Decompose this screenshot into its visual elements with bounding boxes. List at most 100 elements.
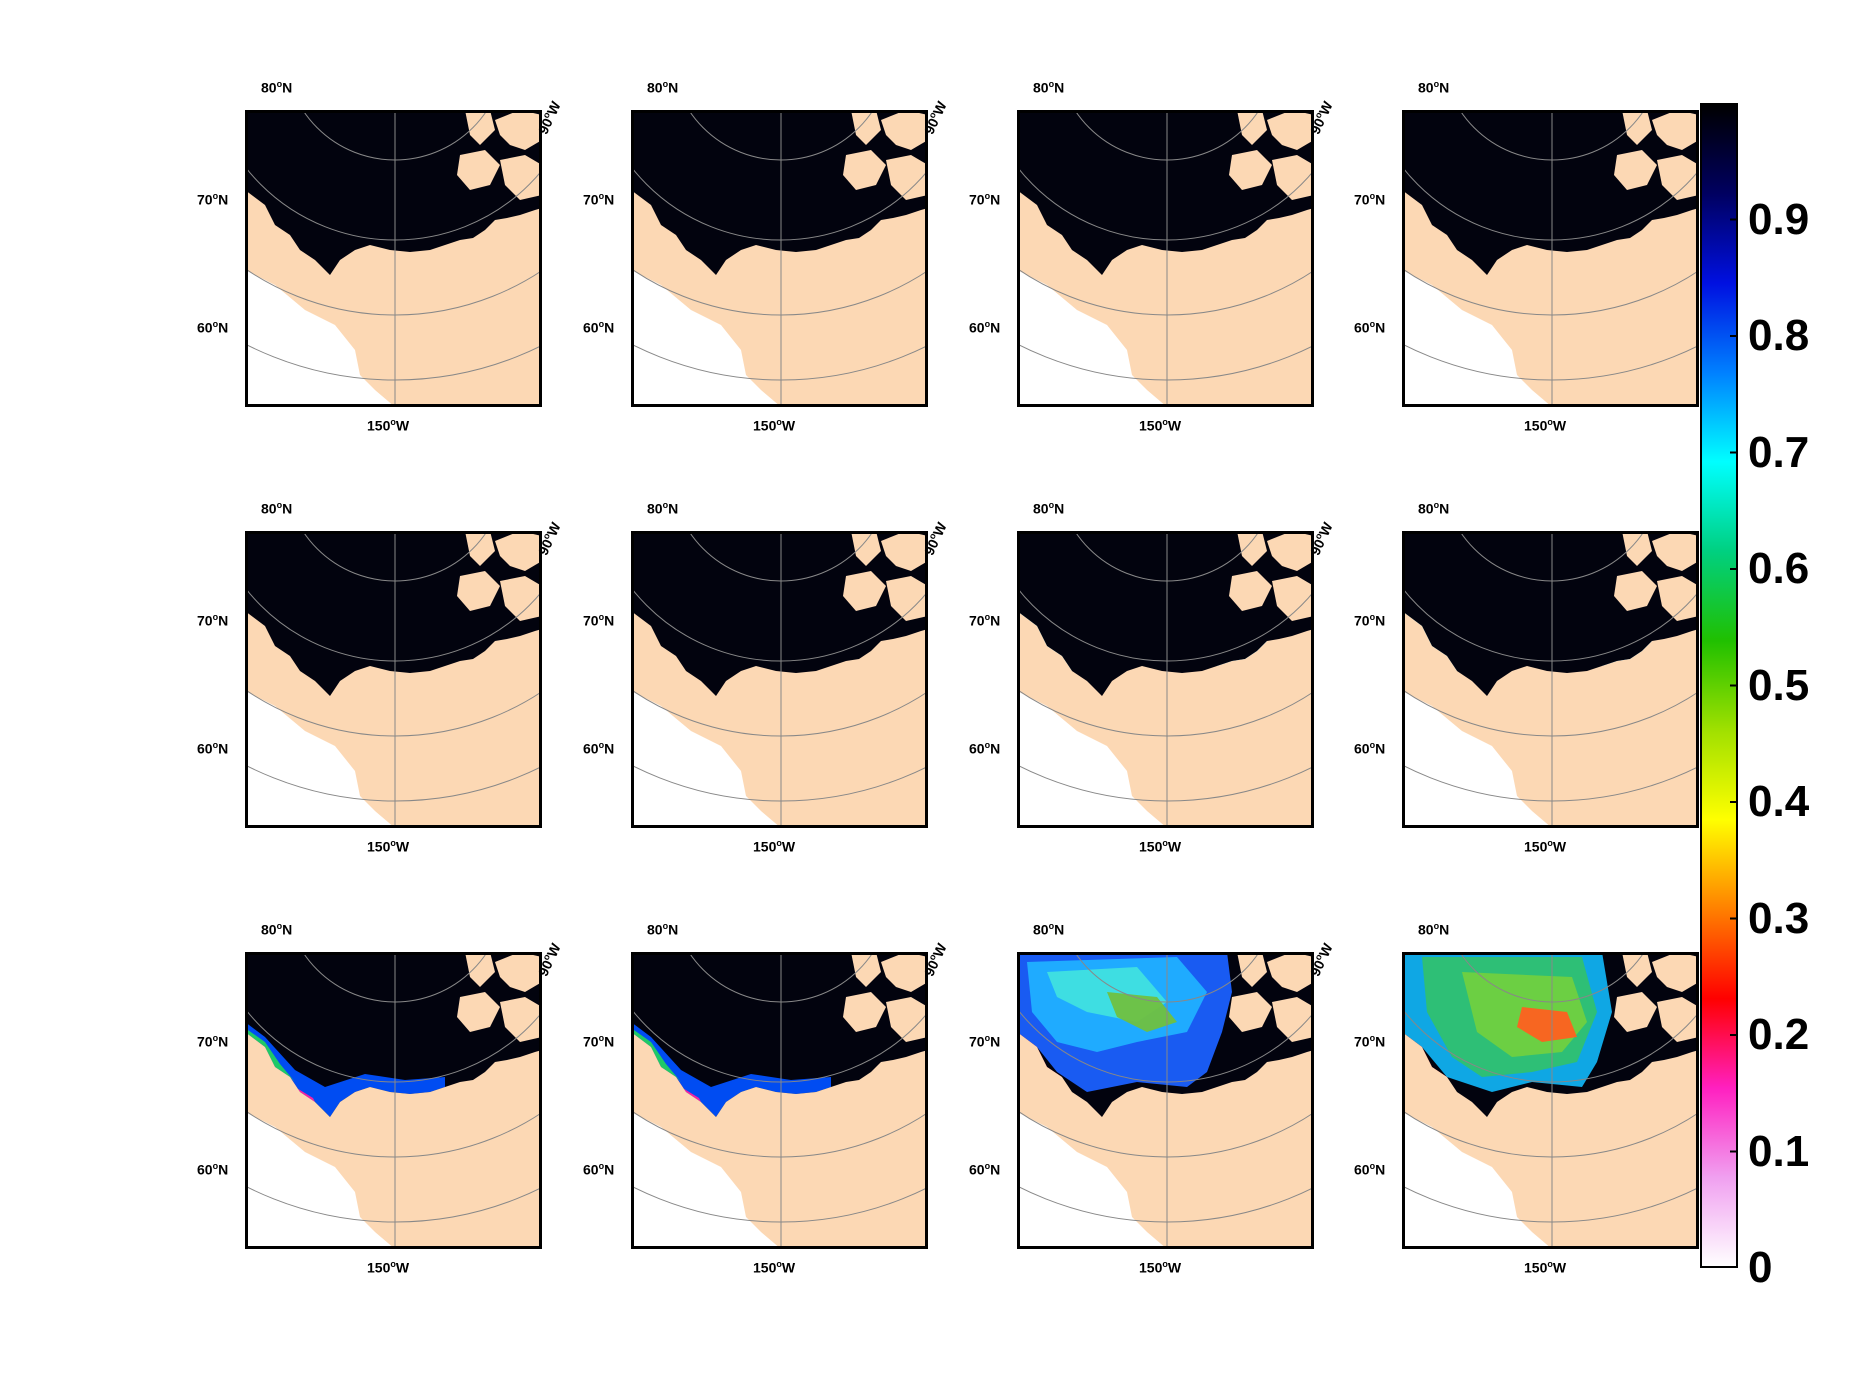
ice-concentration-region-1 xyxy=(245,1022,445,1117)
colorbar-tick-1: 0.9 xyxy=(1748,194,1810,244)
lat-label-70n: 70oN xyxy=(969,1033,1001,1050)
map-canvas xyxy=(245,952,542,1249)
map-canvas xyxy=(1017,110,1314,407)
lat-label-80n: 80oN xyxy=(1033,921,1065,938)
open-ocean-region xyxy=(631,691,781,828)
island-3 xyxy=(1614,571,1657,611)
island-4 xyxy=(1272,155,1314,200)
island-1 xyxy=(1622,110,1652,145)
island-3 xyxy=(843,571,886,611)
island-2 xyxy=(1652,110,1699,150)
lat-label-60n: 60oN xyxy=(1354,319,1386,336)
island-2 xyxy=(1267,531,1314,571)
lat-label-80n: 80oN xyxy=(261,500,293,517)
lon-label-150w: 150oW xyxy=(753,1259,796,1276)
lat-label-80n: 80oN xyxy=(647,500,679,517)
colorbar xyxy=(1700,103,1738,1268)
island-2 xyxy=(1267,952,1314,992)
map-canvas xyxy=(1017,531,1314,828)
open-ocean-region xyxy=(1402,270,1552,407)
map-panel-12: 80oN 70oN 60oN 150oW xyxy=(1354,922,1699,1275)
ice-concentration-region-3 xyxy=(631,1028,681,1082)
lat-label-60n: 60oN xyxy=(197,319,229,336)
ice-concentration-region-4 xyxy=(1517,1007,1577,1042)
island-4 xyxy=(1657,576,1699,621)
map-canvas xyxy=(1402,531,1699,828)
open-ocean-region xyxy=(1017,270,1167,407)
lat-label-60n: 60oN xyxy=(969,1161,1001,1178)
map-panel-3: 80oN 70oN 60oN 150oW 90oW xyxy=(969,80,1336,433)
island-4 xyxy=(1272,576,1314,621)
island-1 xyxy=(465,531,495,566)
lon-label-90w: 90oW xyxy=(534,519,564,558)
map-frame xyxy=(631,952,928,1249)
map-canvas xyxy=(631,110,928,407)
map-frame xyxy=(631,531,928,828)
island-4 xyxy=(886,576,928,621)
island-2 xyxy=(1267,110,1314,150)
island-2 xyxy=(1652,952,1699,992)
island-1 xyxy=(465,110,495,145)
map-frame xyxy=(1017,952,1314,1249)
island-1 xyxy=(851,110,881,145)
lat-label-70n: 70oN xyxy=(583,612,615,629)
lat-label-60n: 60oN xyxy=(1354,740,1386,757)
open-ocean-region xyxy=(1017,691,1167,828)
island-2 xyxy=(495,110,542,150)
lon-label-90w: 90oW xyxy=(920,98,950,137)
ice-concentration-region-1 xyxy=(631,1022,831,1117)
lon-label-150w: 150oW xyxy=(753,417,796,434)
lat-label-80n: 80oN xyxy=(261,79,293,96)
island-3 xyxy=(1614,150,1657,190)
map-frame xyxy=(245,952,542,1249)
map-canvas xyxy=(245,531,542,828)
island-4 xyxy=(886,155,928,200)
lat-label-60n: 60oN xyxy=(197,740,229,757)
colorbar-tick-7: 0.3 xyxy=(1748,893,1810,943)
lon-label-90w: 90oW xyxy=(534,98,564,137)
lon-label-150w: 150oW xyxy=(367,417,410,434)
lon-label-150w: 150oW xyxy=(1139,1259,1182,1276)
map-frame xyxy=(245,110,542,407)
colorbar-tick-3: 0.7 xyxy=(1748,427,1810,477)
island-4 xyxy=(500,576,542,621)
colorbar-tick-8: 0.2 xyxy=(1748,1010,1810,1059)
open-ocean-region xyxy=(1402,1112,1552,1249)
lon-label-150w: 150oW xyxy=(753,838,796,855)
map-panel-10: 80oN 70oN 60oN 150oW 90oW xyxy=(583,922,950,1275)
island-3 xyxy=(457,150,500,190)
island-1 xyxy=(851,531,881,566)
island-2 xyxy=(881,110,928,150)
map-frame xyxy=(1402,531,1699,828)
lon-label-90w: 90oW xyxy=(1306,519,1336,558)
map-canvas xyxy=(1017,952,1314,1249)
lon-label-150w: 150oW xyxy=(367,1259,410,1276)
map-frame xyxy=(1402,110,1699,407)
lat-label-70n: 70oN xyxy=(197,191,229,208)
lat-label-70n: 70oN xyxy=(1354,612,1386,629)
island-3 xyxy=(457,992,500,1032)
island-1 xyxy=(1237,952,1267,987)
ice-concentration-region-3 xyxy=(245,1028,295,1082)
island-3 xyxy=(1229,150,1272,190)
lat-label-80n: 80oN xyxy=(647,921,679,938)
lon-label-90w: 90oW xyxy=(920,519,950,558)
lat-label-70n: 70oN xyxy=(1354,1033,1386,1050)
lat-label-80n: 80oN xyxy=(1033,500,1065,517)
lon-label-150w: 150oW xyxy=(367,838,410,855)
colorbar-tick-9: 0.1 xyxy=(1748,1126,1810,1176)
open-ocean-region xyxy=(1017,1112,1167,1249)
island-4 xyxy=(500,155,542,200)
map-panel-5: 80oN 70oN 60oN 150oW 90oW xyxy=(197,501,564,854)
map-panel-4: 80oN 70oN 60oN 150oW xyxy=(1354,80,1699,433)
map-canvas xyxy=(1402,952,1699,1249)
lon-label-150w: 150oW xyxy=(1524,838,1567,855)
lat-label-70n: 70oN xyxy=(969,612,1001,629)
map-panel-7: 80oN 70oN 60oN 150oW 90oW xyxy=(969,501,1336,854)
map-frame xyxy=(1017,110,1314,407)
map-canvas xyxy=(631,531,928,828)
lat-label-60n: 60oN xyxy=(583,740,615,757)
map-frame xyxy=(631,110,928,407)
lon-label-150w: 150oW xyxy=(1524,417,1567,434)
